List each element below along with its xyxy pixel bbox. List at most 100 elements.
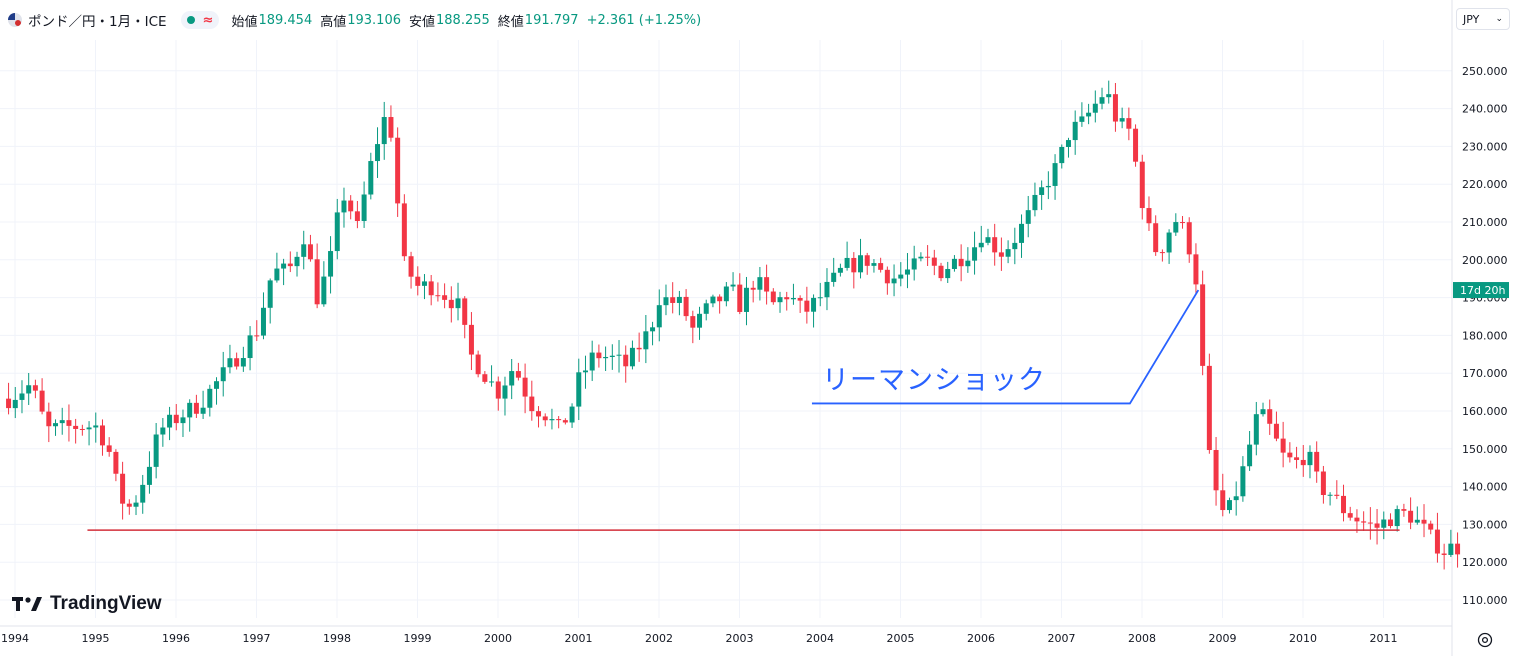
candle-up — [1414, 519, 1420, 523]
candle-up — [381, 117, 387, 145]
candle-down — [6, 398, 12, 409]
candle-down — [354, 211, 360, 221]
candle-down — [1159, 252, 1165, 254]
y-tick-label: 170.000 — [1462, 367, 1508, 380]
candle-down — [851, 257, 857, 273]
candle-down — [448, 299, 454, 309]
candle-up — [53, 423, 59, 427]
candle-down — [1320, 471, 1326, 495]
candle-up — [1025, 210, 1031, 224]
candle-up — [730, 284, 736, 287]
candle-down — [864, 255, 870, 266]
candle-down — [938, 265, 944, 279]
candle-up — [489, 381, 495, 383]
chevron-down-icon: ⌄ — [1495, 14, 1503, 24]
candle-down — [1186, 222, 1192, 255]
candle-up — [643, 331, 649, 350]
candle-down — [442, 295, 448, 300]
candle-down — [495, 381, 501, 399]
candle-down — [1287, 452, 1293, 458]
lehman-shock-annotation[interactable]: リーマンショック — [822, 365, 1046, 396]
open-value: 189.454 — [258, 12, 313, 28]
candle-down — [1133, 128, 1139, 162]
tradingview-logo[interactable]: TradingView — [12, 593, 162, 615]
candle-up — [824, 281, 830, 298]
x-tick-label: 1996 — [162, 632, 190, 645]
candle-down — [1341, 495, 1347, 514]
candle-down — [1146, 208, 1152, 224]
candle-up — [904, 269, 910, 275]
y-tick-label: 230.000 — [1462, 140, 1508, 153]
candle-up — [214, 381, 220, 389]
candle-down — [1126, 118, 1132, 129]
symbol-title[interactable]: ポンド／円・1月・ICE — [28, 14, 167, 30]
candle-up — [240, 358, 246, 367]
candle-down — [32, 385, 38, 391]
candle-up — [1166, 232, 1172, 253]
candle-down — [804, 300, 810, 312]
candle-down — [596, 352, 602, 359]
candle-up — [1253, 414, 1259, 445]
candle-down — [562, 420, 568, 423]
candle-up — [918, 256, 924, 259]
candle-up — [1394, 509, 1400, 527]
market-open-dot-icon — [186, 16, 195, 24]
candle-up — [965, 260, 971, 267]
candle-down — [925, 256, 931, 258]
x-tick-label: 2011 — [1370, 632, 1398, 645]
candle-up — [301, 244, 307, 257]
x-tick-label: 2008 — [1128, 632, 1156, 645]
candle-down — [126, 503, 132, 507]
candle-down — [1408, 510, 1414, 523]
settings-icon[interactable] — [1476, 631, 1494, 649]
candle-down — [717, 296, 723, 302]
candle-up — [368, 161, 374, 195]
candle-down — [99, 425, 105, 446]
candle-up — [757, 277, 763, 290]
gbp-jpy-flag-icon — [8, 13, 22, 27]
candle-up — [455, 298, 461, 309]
high-label: 高値 — [320, 14, 347, 30]
low-label: 安値 — [409, 14, 436, 30]
candle-down — [408, 256, 414, 277]
candle-down — [556, 419, 562, 421]
candle-down — [1421, 519, 1427, 524]
candle-up — [1019, 223, 1025, 243]
candle-down — [1180, 222, 1186, 224]
candle-down — [120, 473, 126, 504]
candle-down — [1280, 438, 1286, 453]
candle-down — [106, 445, 112, 452]
candle-down — [529, 396, 535, 412]
candle-down — [764, 277, 770, 292]
y-tick-label: 120.000 — [1462, 556, 1508, 569]
candle-down — [1206, 365, 1212, 451]
candle-up — [650, 327, 656, 332]
candle-up — [167, 414, 173, 428]
candle-up — [1106, 94, 1112, 98]
candle-down — [66, 420, 72, 426]
candle-up — [1307, 451, 1313, 466]
candle-up — [133, 502, 139, 507]
candle-down — [254, 335, 260, 337]
annotation-pointer-line — [811, 289, 1200, 405]
candle-up — [790, 297, 796, 300]
x-tick-label: 2004 — [806, 632, 834, 645]
candle-up — [421, 281, 427, 286]
candle-up — [911, 258, 917, 270]
candle-up — [1039, 187, 1045, 195]
candle-up — [328, 251, 334, 277]
candle-up — [140, 484, 146, 503]
candle-down — [482, 374, 488, 382]
candle-down — [1361, 521, 1367, 523]
candle-down — [468, 324, 474, 355]
candle-down — [39, 390, 45, 412]
market-status-pill[interactable]: ≈ — [180, 11, 220, 29]
currency-selector[interactable]: JPY ⌄ — [1456, 8, 1510, 30]
candle-down — [395, 137, 401, 204]
candle-up — [723, 286, 729, 302]
candle-down — [737, 284, 743, 312]
x-tick-label: 2007 — [1048, 632, 1076, 645]
candle-up — [502, 385, 508, 399]
candle-up — [361, 194, 367, 221]
